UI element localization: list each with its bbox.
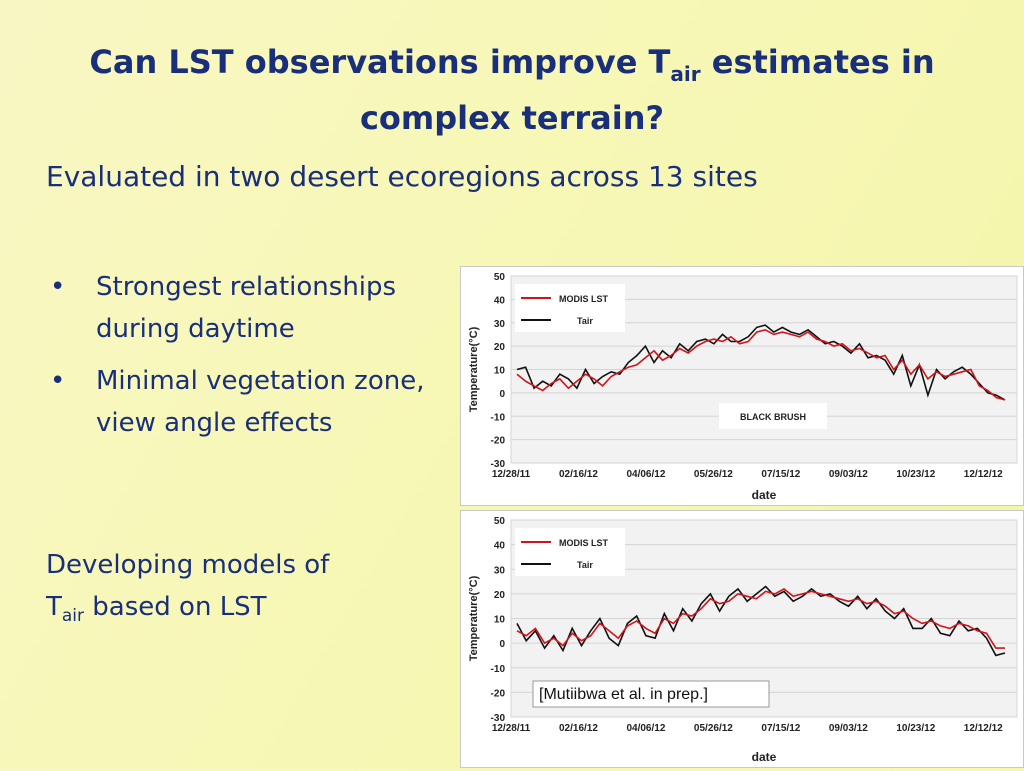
bullet-marker: • [50,272,66,302]
paragraph-text-end: based on LST [84,592,267,622]
x-axis-label: date [752,488,777,502]
x-tick-label: 12/28/11 [492,469,531,480]
y-tick-label: -20 [491,436,506,447]
y-tick-label: 10 [494,615,506,626]
x-tick-label: 12/12/12 [964,723,1003,734]
title-subscript: air [670,62,701,86]
x-tick-label: 12/12/12 [964,469,1003,480]
bullet-item: • Strongest relationships during daytime [46,266,446,350]
title-text-end: estimates in [700,43,935,81]
y-tick-label: 0 [499,389,505,400]
y-axis-label: Temperature(°C) [468,575,480,661]
title-line-2: complex terrain? [359,99,665,137]
chart-black-brush: 50 40 30 20 10 0 -10 -20 -30 12/28/11 02/16/12 04/0… [460,266,1024,506]
paragraph-text: T [46,592,62,622]
citation-box [532,680,770,708]
x-tick-label: 09/03/12 [829,469,868,480]
x-tick-label: 07/15/12 [761,469,800,480]
y-axis-label: Temperature(°C) [468,326,480,412]
x-tick-label: 04/06/12 [626,723,665,734]
x-tick-label: 07/15/12 [761,723,800,734]
x-tick-label: 02/16/12 [559,469,598,480]
legend-label: MODIS LST [559,538,609,548]
annotation-label: BLACK BRUSH [740,412,806,422]
y-tick-label: 50 [494,516,506,527]
annotation-box [719,403,827,429]
slide-title: Can LST observations improve Tair estima… [0,40,1024,140]
x-tick-label: 02/16/12 [559,723,598,734]
y-tick-label: 0 [499,639,505,650]
x-tick-label: 10/23/12 [896,469,935,480]
y-tick-label: 40 [494,541,506,552]
x-axis-label: date [752,750,777,764]
series-line-tair [516,585,1006,657]
y-tick-label: 10 [494,366,506,377]
legend-box [515,284,625,332]
paragraph-subscript: air [61,606,85,626]
chart-second-site: 50 40 30 20 10 0 -10 -20 -30 12/28/11 02/16/12 04/0… [460,510,1024,768]
y-tick-label: 20 [494,342,506,353]
legend-label: MODIS LST [559,294,609,304]
y-tick-label: -10 [491,412,506,423]
series-line-tair [516,324,1006,401]
bullet-marker: • [50,366,66,396]
legend-box [515,528,625,576]
x-tick-label: 05/26/12 [694,469,733,480]
slide-subtitle: Evaluated in two desert ecoregions acros… [46,160,758,193]
legend-label: Tair [577,560,593,570]
plain-paragraph: Developing models of Tair based on LST [46,544,446,637]
x-tick-label: 05/26/12 [694,723,733,734]
y-tick-label: -20 [491,688,506,699]
y-tick-label: 30 [494,565,506,576]
bullet-text: Strongest relationships during daytime [96,272,397,344]
bullet-text: Minimal vegetation zone, view angle effe… [96,366,425,438]
y-tick-label: 30 [494,319,506,330]
y-tick-label: 20 [494,590,506,601]
title-text: Can LST observations improve T [89,43,671,81]
bullet-list: • Strongest relationships during daytime… [46,266,446,454]
y-tick-label: -30 [491,713,506,724]
bullet-item: • Minimal vegetation zone, view angle ef… [46,360,446,444]
x-tick-label: 12/28/11 [492,723,531,734]
y-tick-label: -30 [491,459,506,470]
y-tick-label: -10 [491,664,506,675]
series-line-modis-lst [516,328,1006,401]
legend-label: Tair [577,316,593,326]
y-tick-label: 50 [494,272,506,283]
x-tick-label: 09/03/12 [829,723,868,734]
y-tick-label: 40 [494,295,506,306]
x-tick-label: 10/23/12 [896,723,935,734]
x-tick-label: 04/06/12 [626,469,665,480]
series-line-modis-lst [516,587,1005,649]
paragraph-line-1: Developing models of [46,550,330,580]
citation-text: [Mutiibwa et al. in prep.] [539,686,708,703]
